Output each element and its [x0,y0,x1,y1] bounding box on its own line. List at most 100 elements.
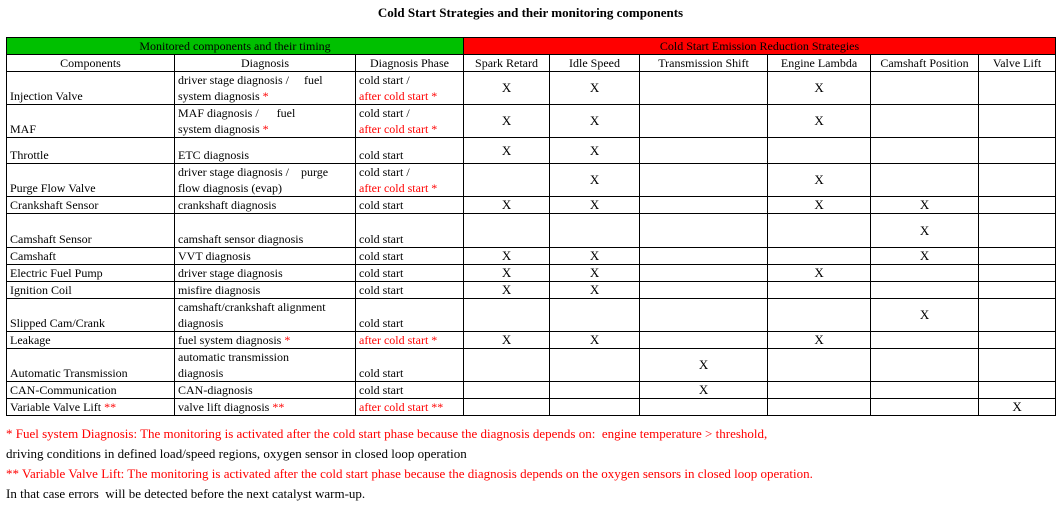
diagnosis-cell-text: * [284,333,291,347]
strategy-mark-cell: X [639,381,769,399]
component-cell: Slipped Cam/Crank [6,298,175,332]
strategy-mark-cell: X [463,281,551,299]
strategy-mark-cell [463,163,551,197]
strategy-mark-cell [978,71,1057,105]
diagnosis-cell-text: driver stage diagnosis / purge [178,165,329,179]
component-cell: Injection Valve [6,71,175,105]
strategy-mark-cell [870,348,980,382]
diagnosis-cell-text: camshaft sensor diagnosis [178,232,304,246]
strategy-mark-cell: X [463,264,551,282]
strategy-mark-cell [463,348,551,382]
strategy-mark-cell [549,398,641,416]
diagnosis-cell-text: system diagnosis [178,89,263,103]
strategy-mark-cell: X [463,196,551,214]
strategy-mark-cell [978,298,1057,332]
strategy-mark-cell [870,381,980,399]
strategy-mark-cell [978,381,1057,399]
component-cell-text: Purge Flow Valve [10,181,96,195]
strategy-mark-cell [767,247,872,265]
strategy-mark-cell [870,398,980,416]
strategy-mark-cell: X [870,196,980,214]
diagnosis-cell: driver stage diagnosis [174,264,356,282]
component-cell-text: Ignition Coil [10,283,72,297]
strategy-mark-cell [463,398,551,416]
diagnosis-cell-text: fuel system diagnosis [178,333,285,347]
diagnosis-phase-cell-text: cold start [359,249,404,263]
table-row: CAN-Communication CAN-diagnosis cold start… [6,381,1057,399]
component-cell: Purge Flow Valve [6,163,175,197]
diagnosis-cell-text: ETC diagnosis [178,148,249,162]
diagnosis-cell-text: driver stage diagnosis [178,266,283,280]
table-row: MAF MAF diagnosis / fuel system diagnosis … [6,104,1057,138]
component-cell: Crankshaft Sensor [6,196,175,214]
col-header-valve-lift: Valve Lift [978,54,1057,72]
strategy-mark-cell: X [549,163,641,197]
strategy-mark-cell [639,281,769,299]
diagnosis-phase-cell: cold start / after cold start * [354,104,465,138]
cold-start-table: Monitored components and their timing Co… [5,37,1057,416]
component-cell-text: Automatic Transmission [10,366,128,380]
strategy-mark-cell: X [870,247,980,265]
emission-strategies-group-header: Cold Start Emission Reduction Strategies [463,37,1057,55]
strategy-mark-cell: X [767,331,872,349]
diagnosis-phase-cell-text: after cold start * [359,333,438,347]
strategy-mark-cell: X [463,71,551,105]
diagnosis-cell-text: * [262,89,269,103]
strategy-mark-cell [639,398,769,416]
diagnosis-phase-cell: cold start [354,213,465,248]
component-cell-text: CAN-Communication [10,383,117,397]
diagnosis-phase-cell: cold start [354,247,465,265]
strategy-mark-cell: X [767,196,872,214]
strategy-mark-cell [639,104,769,138]
strategy-mark-cell: X [549,281,641,299]
diagnosis-cell: camshaft/crankshaft alignment diagnosis [174,298,356,332]
table-row: Leakage fuel system diagnosis * after cold… [6,331,1057,349]
component-cell: Leakage [6,331,175,349]
diagnosis-phase-cell: cold start [354,298,465,332]
table-row: Throttle ETC diagnosis cold start X X [6,137,1057,164]
component-cell: Ignition Coil [6,281,175,299]
strategy-mark-cell [549,213,641,248]
strategy-mark-cell [767,281,872,299]
column-header-row: Components Diagnosis Diagnosis Phase Spa… [6,54,1057,72]
diagnosis-cell: crankshaft diagnosis [174,196,356,214]
diagnosis-phase-cell-text: cold start [359,148,404,162]
page-title: Cold Start Strategies and their monitori… [377,5,684,20]
diagnosis-phase-cell-text: after cold start ** [359,400,444,414]
component-cell: Throttle [6,137,175,164]
diagnosis-cell-text: camshaft/crankshaft alignment [178,300,326,314]
component-cell-text: Slipped Cam/Crank [10,316,105,330]
strategy-mark-cell [639,213,769,248]
component-cell-text: Variable Valve Lift [10,400,105,414]
strategy-mark-cell: X [549,104,641,138]
table-row: Automatic Transmission automatic transmis… [6,348,1057,382]
strategy-mark-cell: X [978,398,1057,416]
strategy-mark-cell [549,348,641,382]
strategy-mark-cell [870,71,980,105]
strategy-mark-cell: X [463,247,551,265]
strategy-mark-cell: X [549,247,641,265]
strategy-mark-cell [639,264,769,282]
table-row: Electric Fuel Pump driver stage diagnosis… [6,264,1057,282]
diagnosis-cell-text: diagnosis [178,316,224,330]
strategy-mark-cell [978,348,1057,382]
diagnosis-phase-cell-text: cold start [359,316,404,330]
diagnosis-cell: CAN-diagnosis [174,381,356,399]
diagnosis-phase-cell-text: after cold start * [359,181,438,195]
strategy-mark-cell: X [870,213,980,248]
diagnosis-cell-text: CAN-diagnosis [178,383,253,397]
diagnosis-phase-cell: cold start [354,264,465,282]
diagnosis-phase-cell-text: cold start / [359,106,410,120]
diagnosis-phase-cell: cold start / after cold start * [354,163,465,197]
diagnosis-phase-cell-text: cold start [359,366,404,380]
diagnosis-cell-text: VVT diagnosis [178,249,251,263]
diagnosis-cell: fuel system diagnosis * [174,331,356,349]
col-header-engine-lambda: Engine Lambda [767,54,872,72]
strategy-mark-cell [978,247,1057,265]
strategy-mark-cell: X [767,264,872,282]
strategy-mark-cell [978,137,1057,164]
strategy-mark-cell [639,137,769,164]
diagnosis-cell-text: ** [272,400,285,414]
strategy-mark-cell [767,137,872,164]
